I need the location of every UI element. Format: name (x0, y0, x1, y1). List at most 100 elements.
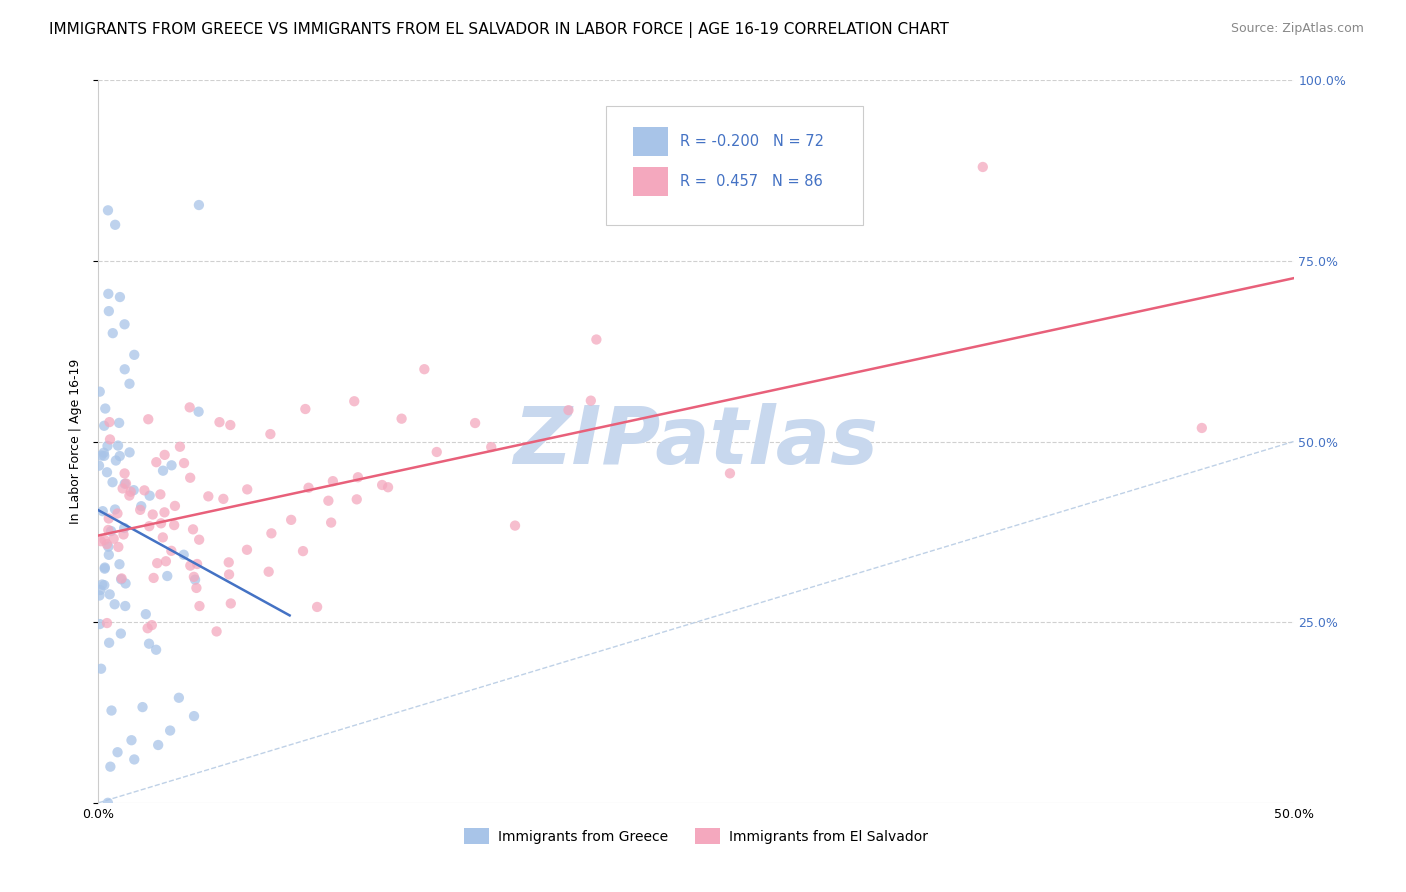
Point (138, 519, 160, 533)
Point (145, 455, 167, 469)
Point (124, 348, 146, 362)
Point (579, 393, 602, 408)
Point (101, 475, 124, 490)
Point (91, 577, 114, 591)
Point (114, 476, 136, 491)
Point (1191, 421, 1213, 435)
Point (142, 508, 165, 522)
Point (169, 440, 191, 454)
Point (150, 516, 173, 531)
Point (112, 527, 135, 541)
Point (107, 745, 129, 759)
Point (108, 290, 131, 304)
Text: ZIPatlas: ZIPatlas (513, 402, 879, 481)
Point (89, 384, 111, 399)
Point (129, 503, 152, 517)
Bar (633, 128, 668, 156)
Point (377, 480, 399, 494)
Point (136, 621, 159, 635)
Point (90, 449, 112, 463)
Point (972, 160, 994, 174)
Point (96, 537, 118, 551)
Point (131, 700, 153, 714)
Point (208, 415, 231, 429)
Text: R = -0.200   N = 72: R = -0.200 N = 72 (681, 134, 824, 149)
Point (121, 733, 143, 747)
Point (280, 513, 302, 527)
Point (173, 548, 195, 562)
Text: IMMIGRANTS FROM GREECE VS IMMIGRANTS FROM EL SALVADOR IN LABOR FORCE | AGE 16-19: IMMIGRANTS FROM GREECE VS IMMIGRANTS FRO… (49, 22, 949, 38)
Point (321, 516, 343, 530)
Point (108, 449, 131, 463)
Point (346, 492, 368, 507)
Point (218, 567, 240, 582)
Point (104, 502, 127, 516)
Point (294, 402, 316, 417)
Point (718, 467, 741, 481)
Point (259, 427, 281, 442)
Point (219, 417, 242, 432)
Point (104, 597, 127, 611)
Point (107, 507, 129, 521)
Point (98, 636, 121, 650)
Point (89, 589, 111, 603)
Point (179, 401, 201, 415)
Point (585, 333, 607, 347)
Point (114, 599, 136, 613)
Point (98, 415, 121, 429)
Point (107, 439, 129, 453)
Point (197, 489, 219, 503)
Point (129, 499, 152, 513)
Point (93, 446, 115, 460)
Point (183, 570, 205, 584)
Point (153, 505, 176, 519)
Point (114, 467, 136, 481)
Point (413, 362, 436, 376)
Point (426, 445, 449, 459)
Point (134, 483, 156, 498)
Point (205, 624, 228, 639)
Point (94, 401, 117, 416)
Point (97, 548, 120, 562)
Y-axis label: In Labor Force | Age 16-19: In Labor Force | Age 16-19 (69, 359, 82, 524)
Point (118, 376, 141, 391)
Point (371, 478, 394, 492)
Point (479, 440, 502, 454)
Point (122, 483, 145, 498)
Point (93, 578, 115, 592)
Point (104, 453, 127, 467)
Point (97, 304, 120, 318)
Point (557, 403, 579, 417)
Point (142, 571, 165, 585)
Point (257, 565, 280, 579)
Point (322, 474, 344, 488)
Point (155, 554, 177, 568)
Point (94, 560, 117, 574)
Point (187, 405, 209, 419)
Point (110, 571, 132, 585)
Point (163, 518, 186, 533)
Point (114, 576, 136, 591)
Point (136, 412, 159, 426)
Point (159, 723, 181, 738)
Point (260, 526, 283, 541)
Point (107, 540, 129, 554)
Point (98, 760, 122, 774)
Point (90, 662, 112, 676)
Point (307, 599, 329, 614)
Point (98, 587, 121, 601)
Point (101, 326, 124, 340)
Point (292, 544, 315, 558)
Point (163, 499, 186, 513)
Point (96, 465, 118, 479)
Point (90, 534, 112, 549)
Point (156, 569, 179, 583)
Point (152, 530, 174, 544)
Point (219, 597, 242, 611)
Point (89, 617, 111, 632)
Point (160, 458, 183, 473)
Point (124, 752, 146, 766)
Point (146, 556, 169, 570)
Point (108, 416, 131, 430)
Point (96, 615, 118, 630)
